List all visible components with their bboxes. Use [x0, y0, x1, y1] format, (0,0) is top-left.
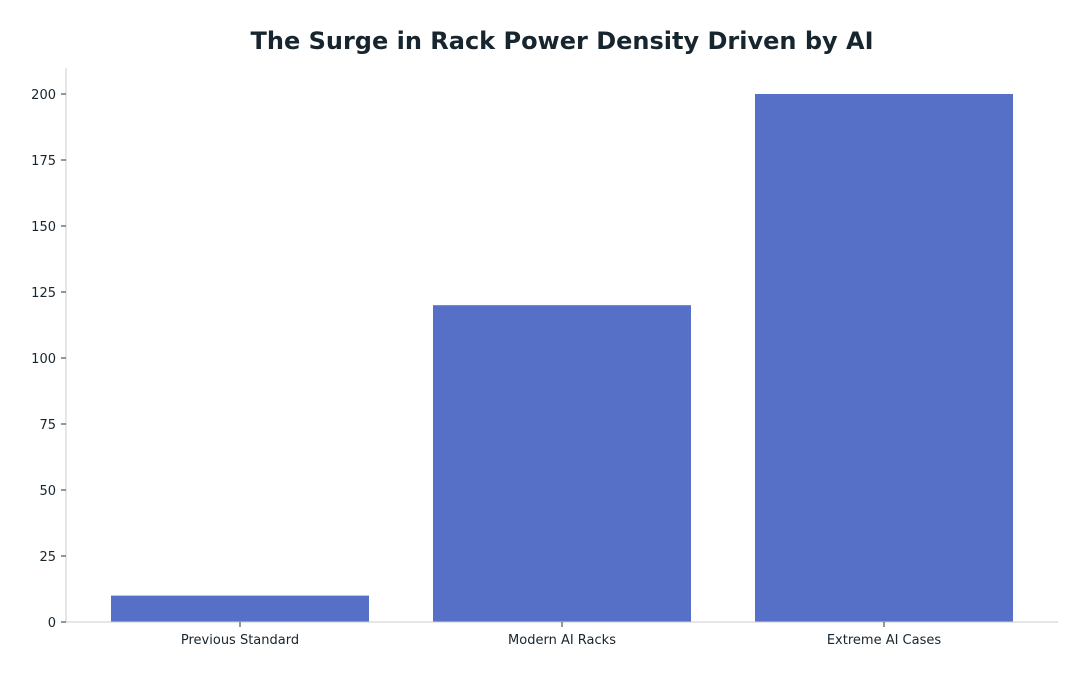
chart-title: The Surge in Rack Power Density Driven b…: [250, 27, 873, 55]
y-tick-label: 100: [31, 352, 56, 367]
x-tick-label: Previous Standard: [181, 633, 299, 648]
x-tick-label: Modern AI Racks: [508, 633, 616, 648]
y-tick-label: 25: [39, 550, 56, 565]
bar-extreme-ai-cases: [755, 94, 1013, 622]
y-tick-label: 200: [31, 88, 56, 103]
bar-previous-standard: [111, 595, 369, 622]
y-tick-label: 175: [31, 154, 56, 169]
bar-modern-ai-racks: [433, 305, 691, 622]
y-tick-label: 150: [31, 220, 56, 235]
x-tick-label: Extreme AI Cases: [827, 633, 942, 648]
y-tick-label: 50: [39, 484, 56, 499]
bars-layer: [111, 94, 1013, 622]
ticks-layer: 0 25 50 75 100 125 150 175 200 Previous Standard M…: [31, 88, 941, 648]
y-tick-label: 75: [39, 418, 56, 433]
y-tick-label: 0: [48, 616, 56, 631]
y-tick-label: 125: [31, 286, 56, 301]
